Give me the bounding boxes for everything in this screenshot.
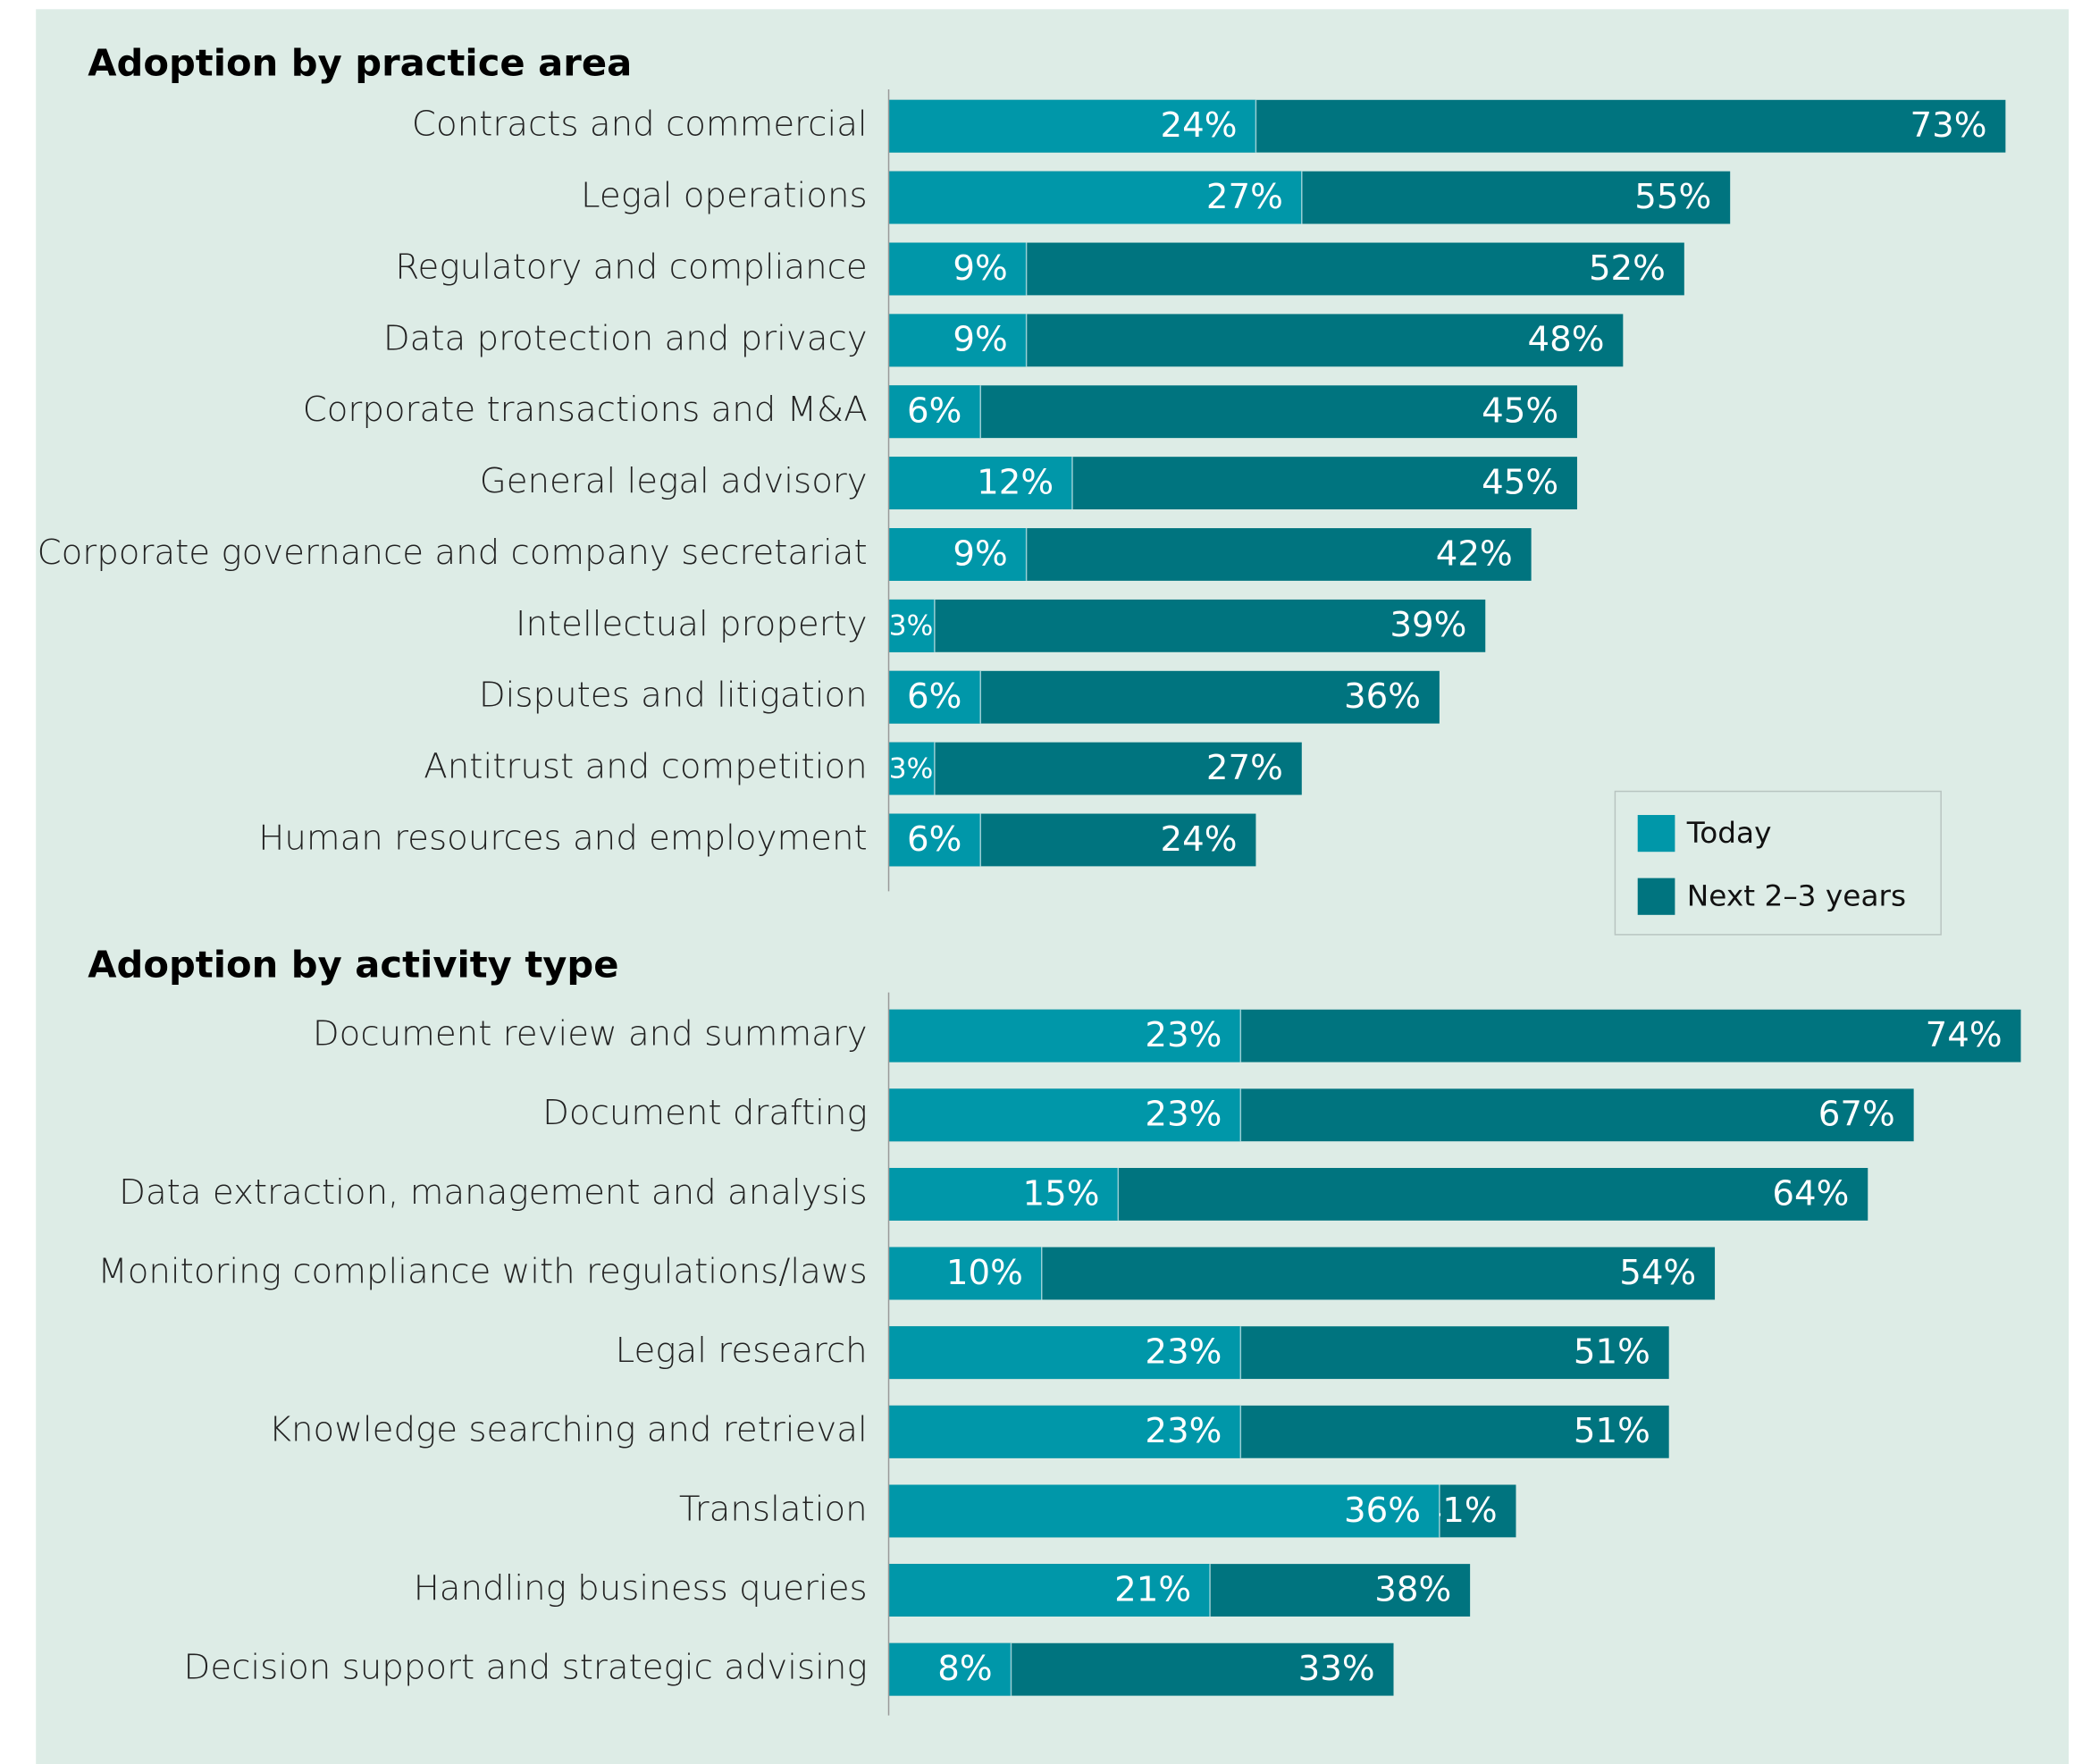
value-label: 67% xyxy=(1818,1095,1895,1135)
bar xyxy=(888,1484,1440,1538)
value-label: 6% xyxy=(907,676,961,717)
category-label: Document drafting xyxy=(542,1093,868,1133)
value-label: 21% xyxy=(1114,1570,1191,1610)
category-label: Antitrust and competition xyxy=(424,747,867,787)
bar xyxy=(888,1167,1119,1221)
legend-swatch xyxy=(1637,878,1675,915)
value-label: 3% xyxy=(889,753,934,785)
value-label: 39% xyxy=(1390,605,1466,645)
bar xyxy=(888,599,935,652)
value-label: 3% xyxy=(889,610,934,643)
value-label: 51% xyxy=(1574,1332,1650,1373)
category-label: Disputes and litigation xyxy=(479,676,868,716)
value-label: 6% xyxy=(907,819,961,860)
bar xyxy=(888,385,1577,439)
legend-label: Today xyxy=(1686,816,1772,850)
bar xyxy=(888,314,1027,367)
category-label: Human resources and employment xyxy=(258,819,867,859)
chart-area: Adoption by practice area Contracts and c… xyxy=(36,9,2070,1764)
value-label: 27% xyxy=(1206,177,1283,217)
value-label: 15% xyxy=(1022,1174,1099,1214)
value-label: 24% xyxy=(1161,105,1238,146)
value-label: 48% xyxy=(1527,320,1604,360)
bar xyxy=(888,742,935,795)
bar xyxy=(888,528,1027,581)
value-label: 23% xyxy=(1145,1332,1222,1373)
category-label: Data extraction, management and analysis xyxy=(119,1172,868,1213)
category-label: Corporate transactions and M&A xyxy=(303,390,868,430)
bar xyxy=(888,171,1302,224)
value-label: 45% xyxy=(1482,391,1558,432)
category-label: Document review and summary xyxy=(313,1014,868,1054)
bar xyxy=(888,1326,1241,1380)
value-label: 42% xyxy=(1436,534,1513,575)
value-label: 36% xyxy=(1344,676,1421,717)
value-label: 23% xyxy=(1145,1411,1222,1451)
value-label: 38% xyxy=(1374,1570,1451,1610)
bar xyxy=(888,99,1256,153)
category-label: Decision support and strategic advising xyxy=(184,1648,868,1688)
bar xyxy=(888,1088,1241,1142)
bar xyxy=(888,599,1486,652)
category-label: Handling business queries xyxy=(414,1568,868,1609)
bar xyxy=(888,1247,1042,1300)
bar xyxy=(888,813,981,867)
category-label: Legal operations xyxy=(581,176,868,216)
bar xyxy=(888,1642,1012,1696)
value-label: 6% xyxy=(907,391,961,432)
value-label: 9% xyxy=(953,320,1007,360)
value-label: 52% xyxy=(1589,248,1666,289)
category-label: Legal research xyxy=(616,1331,868,1371)
bar xyxy=(888,242,1027,296)
value-label: 36% xyxy=(1344,1491,1421,1531)
value-label: 55% xyxy=(1634,177,1711,217)
value-label: 10% xyxy=(946,1253,1023,1293)
value-label: 45% xyxy=(1482,463,1558,503)
value-label: 73% xyxy=(1910,105,1986,146)
bar xyxy=(888,742,1302,795)
value-label: 9% xyxy=(953,248,1007,289)
category-label: Corporate governance and company secreta… xyxy=(38,533,868,573)
background xyxy=(36,9,2070,1764)
chart-title: Adoption by practice area xyxy=(88,42,632,85)
value-label: 24% xyxy=(1161,819,1238,860)
category-label: Contracts and commercial xyxy=(412,105,868,145)
value-label: 12% xyxy=(977,463,1054,503)
value-label: 8% xyxy=(937,1649,992,1689)
category-label: General legal advisory xyxy=(480,461,868,501)
value-label: 51% xyxy=(1574,1411,1650,1451)
legend-swatch xyxy=(1637,815,1675,853)
bar xyxy=(888,457,1072,510)
value-label: 27% xyxy=(1206,748,1283,788)
category-label: Regulatory and compliance xyxy=(395,248,867,288)
bar xyxy=(888,670,981,724)
value-label: 54% xyxy=(1619,1253,1696,1293)
legend-box xyxy=(1614,790,1942,936)
category-label: Intellectual property xyxy=(516,604,868,644)
category-label: Data protection and privacy xyxy=(383,318,868,358)
category-label: Knowledge searching and retrieval xyxy=(269,1410,868,1450)
bar xyxy=(888,1009,1241,1063)
bar xyxy=(888,385,981,439)
value-label: 9% xyxy=(953,534,1007,575)
category-label: Translation xyxy=(679,1490,868,1530)
value-label: 74% xyxy=(1926,1015,2003,1055)
bar xyxy=(888,1405,1241,1458)
value-label: 23% xyxy=(1145,1015,1222,1055)
chart-title: Adoption by activity type xyxy=(88,944,618,987)
category-label: Monitoring compliance with regulations/l… xyxy=(97,1252,867,1292)
value-label: 33% xyxy=(1298,1649,1375,1689)
bar xyxy=(888,1564,1211,1617)
legend-label: Next 2–3 years xyxy=(1687,879,1906,913)
value-label: 23% xyxy=(1145,1095,1222,1135)
value-label: 64% xyxy=(1772,1174,1849,1214)
